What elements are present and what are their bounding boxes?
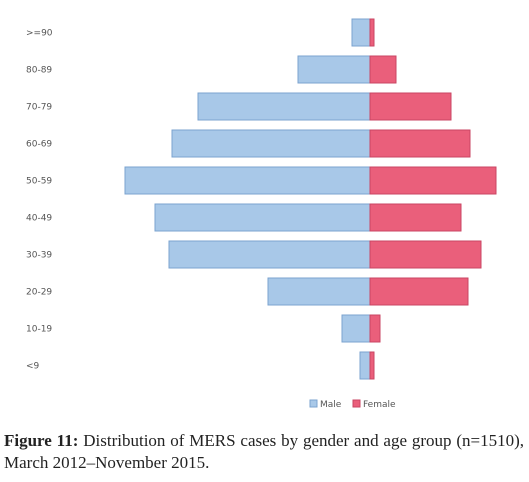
legend: Male Female [309,399,396,410]
bar-male-20-29 [267,277,371,306]
bar-female-90 [369,18,375,47]
age-group-tick-labels: >=90 80-89 70-79 60-69 50-59 40-49 30-39 20-29 1… [26,29,53,372]
bar-male-30-39 [168,240,371,269]
bar-female-30-39 [369,240,482,269]
bar-female-9 [369,351,375,380]
bar-male-70-79 [197,92,371,121]
tick-label-30-39: 30-39 [26,251,52,261]
tick-label-90: >=90 [26,29,53,39]
caption-text: Distribution of MERS cases by gender and… [4,431,525,472]
bar-female-20-29 [369,277,469,306]
bar-male-9 [359,351,371,380]
bar-female-50-59 [369,166,497,195]
legend-swatch-male [309,399,318,408]
bar-female-70-79 [369,92,452,121]
tick-label-50-59: 50-59 [26,177,52,187]
bar-marks [124,18,497,380]
caption-label: Figure 11: [4,431,79,450]
bar-female-40-49 [369,203,462,232]
tick-label-20-29: 20-29 [26,288,52,298]
bar-male-10-19 [341,314,371,343]
bar-female-80-89 [369,55,397,84]
legend-label-male: Male [320,400,342,410]
bar-male-60-69 [171,129,371,158]
bar-male-40-49 [154,203,371,232]
bar-female-60-69 [369,129,471,158]
tick-label-60-69: 60-69 [26,140,52,150]
figure-caption: Figure 11: Distribution of MERS cases by… [4,430,524,474]
population-pyramid-chart: >=90 80-89 70-79 60-69 50-59 40-49 30-39 20-29 1… [26,18,497,410]
tick-label-40-49: 40-49 [26,214,52,224]
bar-female-10-19 [369,314,381,343]
tick-label-70-79: 70-79 [26,103,52,113]
bar-male-90 [351,18,371,47]
legend-swatch-female [352,399,361,408]
legend-label-female: Female [363,400,396,410]
bar-male-50-59 [124,166,371,195]
tick-label-80-89: 80-89 [26,66,52,76]
bar-male-80-89 [297,55,371,84]
tick-label-9: <9 [26,362,40,372]
tick-label-10-19: 10-19 [26,325,52,335]
